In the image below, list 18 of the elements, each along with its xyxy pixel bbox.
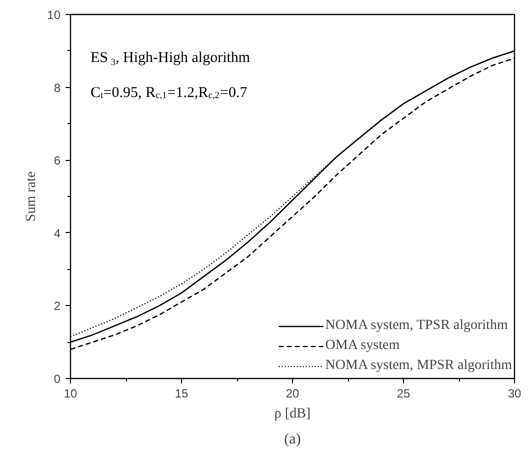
- y-tick-label: 0: [54, 372, 61, 386]
- legend-label: OMA system: [325, 338, 400, 354]
- y-tick-label: 8: [54, 80, 61, 95]
- y-tick-label: 4: [54, 226, 61, 240]
- legend-label: NOMA system, MPSR algorithm: [325, 358, 512, 374]
- x-tick-label: 20: [286, 386, 300, 400]
- x-tick-label: 15: [174, 386, 188, 400]
- text: (a): [284, 432, 301, 448]
- y-tick-label: 10: [47, 8, 61, 22]
- y-tick-label: 6: [54, 154, 61, 168]
- legend-label: NOMA system, TPSR algorithm: [325, 318, 508, 334]
- x-tick-label: 10: [64, 386, 78, 400]
- x-tick-label: 30: [508, 386, 522, 400]
- x-axis-title: ρ [dB]: [274, 406, 311, 422]
- y-axis-title: Sum rate: [24, 171, 40, 222]
- y-tick-label: 2: [54, 299, 61, 314]
- x-tick-label: 25: [396, 386, 410, 400]
- annotation: Ct=0.95, Rc,1=1.2,Rc,2=0.7: [90, 84, 248, 102]
